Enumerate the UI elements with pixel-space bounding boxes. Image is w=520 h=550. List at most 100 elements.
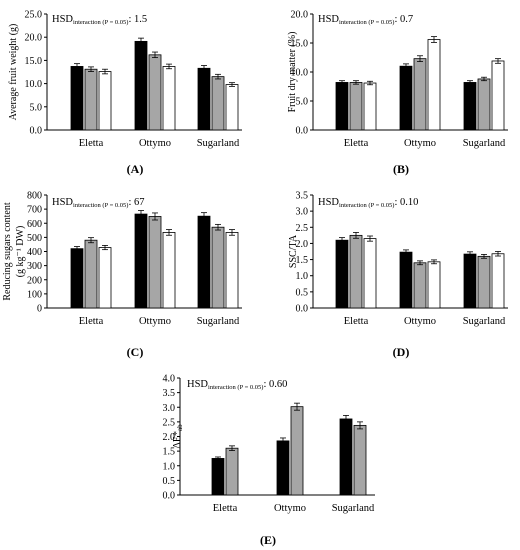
bar [225, 232, 239, 309]
bar [335, 82, 349, 131]
y-tick-label: 5.0 [30, 102, 43, 113]
y-tick-label: 5.0 [296, 97, 309, 108]
panel-e: 0.0 0.5 1.0 1.5 2.0 2.5 3.0 3.5 4.0 Eletta Ottymo S… [163, 374, 376, 548]
panel-a: 0.0 5.0 10.0 15.0 20.0 25.0 Eletta Ottymo Sugarl… [8, 10, 242, 176]
x-tick-label: Sugarland [463, 138, 506, 149]
y-tick-label: 25.0 [25, 10, 43, 21]
y-tick-label: 0.0 [296, 304, 309, 315]
y-axis-label: ΔE*ab [172, 424, 184, 449]
y-tick-label: 10.0 [291, 68, 309, 79]
y-tick-label: 100 [27, 289, 42, 300]
bar [349, 82, 363, 131]
bar [225, 84, 239, 131]
y-tick-label: 300 [27, 261, 42, 272]
bar [70, 66, 84, 131]
x-tick-label: Ottymo [404, 138, 436, 149]
panel-label: (C) [127, 345, 144, 359]
y-tick-label: 15.0 [25, 56, 43, 67]
x-tick-label: Eletta [79, 316, 104, 327]
y-tick-label: 3.5 [163, 388, 176, 399]
y-tick-label: 1.5 [163, 447, 176, 458]
panel-b: 0.0 5.0 10.0 15.0 20.0 Eletta Ottymo Sugarland H… [287, 10, 508, 176]
bar [197, 215, 211, 309]
bar [211, 458, 225, 496]
x-tick-label: Ottymo [139, 138, 171, 149]
x-tick-label: Eletta [344, 138, 369, 149]
y-tick-label: 4.0 [163, 374, 176, 385]
y-tick-label: 800 [27, 191, 42, 202]
y-tick-label: 1.0 [163, 461, 176, 472]
bar [399, 65, 413, 131]
x-tick-label: Sugarland [332, 503, 375, 514]
hsd-annotation: HSDinteraction (P = 0.05): 67 [52, 197, 144, 209]
y-tick-label: 15.0 [291, 39, 309, 50]
bar [98, 71, 112, 131]
bar [162, 232, 176, 309]
y-tick-label: 2.0 [163, 432, 176, 443]
bar [463, 253, 477, 309]
y-tick-label: 0 [37, 304, 42, 315]
bar [491, 253, 505, 309]
bar [335, 239, 349, 309]
x-tick-label: Sugarland [197, 316, 240, 327]
y-tick-label: 500 [27, 233, 42, 244]
hsd-annotation: HSDinteraction (P = 0.05): 0.7 [318, 14, 413, 26]
y-axis-label: Average fruit weight (g) [8, 24, 19, 121]
y-tick-label: 0.0 [30, 126, 43, 137]
bar [413, 262, 427, 309]
bar [225, 447, 239, 496]
y-tick-label: 3.0 [163, 403, 176, 414]
bar [427, 39, 441, 131]
panel-c: 0 100 200 300 400 500 600 700 800 Eletta Ottymo Sug… [2, 191, 242, 359]
y-tick-label: 0.5 [296, 287, 309, 298]
x-tick-label: Sugarland [463, 316, 506, 327]
bar [413, 58, 427, 131]
x-tick-label: Sugarland [197, 138, 240, 149]
panel-label: (E) [260, 533, 276, 547]
bar [399, 251, 413, 309]
bar [84, 68, 98, 131]
hsd-annotation: HSDinteraction (P = 0.05): 0.10 [318, 197, 418, 209]
bar [363, 238, 377, 309]
bar [349, 234, 363, 309]
bar [353, 424, 367, 496]
bar [70, 248, 84, 309]
bar [148, 216, 162, 309]
y-tick-label: 2.5 [296, 223, 309, 234]
y-tick-label: 2.5 [163, 417, 176, 428]
x-tick-label: Ottymo [404, 316, 436, 327]
bar [477, 255, 491, 309]
y-axis-label: Reducing sugars content [2, 202, 13, 301]
x-tick-label: Ottymo [139, 316, 171, 327]
y-tick-label: 700 [27, 205, 42, 216]
bar [162, 66, 176, 131]
bar [339, 418, 353, 496]
bar [463, 82, 477, 131]
y-axis-label: (g kg⁻¹ DW) [15, 226, 26, 278]
y-axis-label: SSC/TA [288, 234, 299, 268]
y-tick-label: 10.0 [25, 79, 43, 90]
bar [363, 82, 377, 131]
bar [427, 261, 441, 309]
panel-label: (B) [393, 162, 409, 176]
bar [197, 67, 211, 131]
y-tick-label: 0.0 [163, 491, 176, 502]
bar [98, 247, 112, 309]
bar [477, 78, 491, 131]
y-tick-label: 200 [27, 275, 42, 286]
y-tick-label: 1.0 [296, 271, 309, 282]
y-tick-label: 600 [27, 219, 42, 230]
bar [276, 440, 290, 496]
x-tick-label: Eletta [344, 316, 369, 327]
y-tick-label: 20.0 [291, 10, 309, 21]
x-tick-label: Eletta [213, 503, 238, 514]
bar [290, 406, 304, 496]
bar [491, 60, 505, 131]
y-tick-label: 20.0 [25, 33, 43, 44]
y-tick-label: 400 [27, 247, 42, 258]
bar [134, 40, 148, 131]
x-tick-label: Ottymo [274, 503, 306, 514]
y-tick-label: 2.0 [296, 239, 309, 250]
bar [211, 226, 225, 309]
